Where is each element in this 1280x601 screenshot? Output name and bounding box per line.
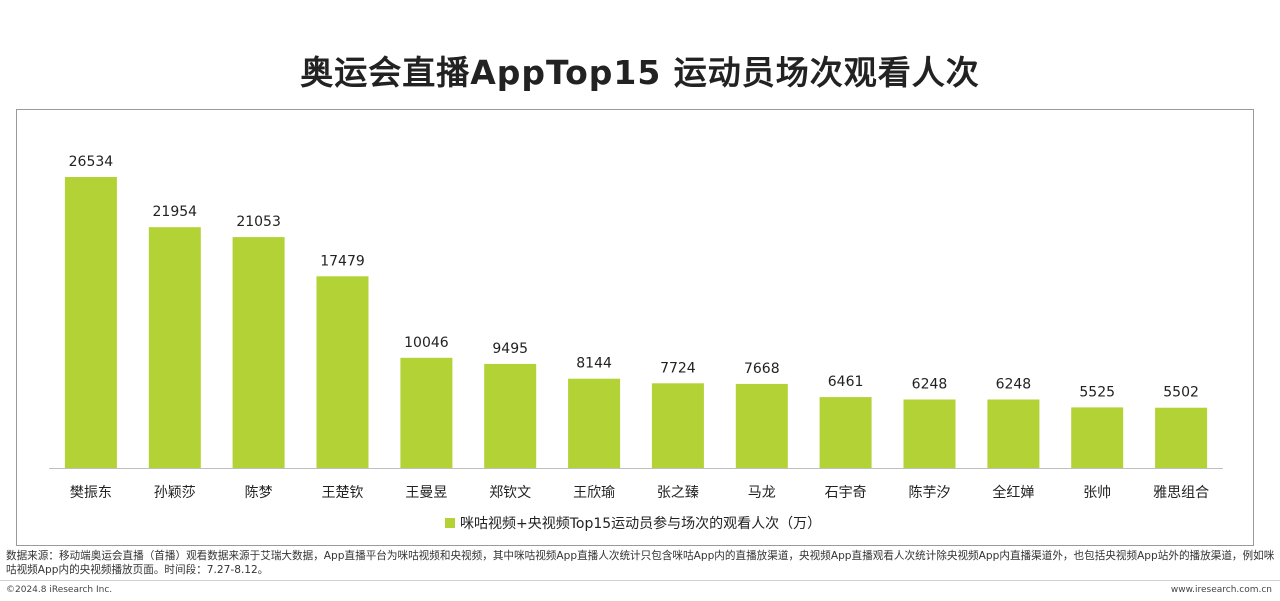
bar (400, 357, 453, 468)
data-label: 7668 (744, 361, 780, 377)
x-tick-label: 王楚钦 (322, 485, 364, 501)
data-label: 9495 (492, 341, 528, 357)
website-text: www.iresearch.com.cn (1170, 585, 1272, 595)
copyright-text: ©2024.8 iResearch Inc. (6, 585, 113, 595)
legend-swatch (445, 518, 455, 528)
chart-title: 奥运会直播AppTop15 运动员场次观看人次 (300, 53, 980, 92)
x-tick-label: 张之臻 (657, 485, 699, 501)
data-label: 6248 (996, 377, 1032, 393)
x-tick-label: 全红婵 (992, 484, 1034, 501)
bar (148, 227, 201, 468)
x-tick-label: 陈芋汐 (909, 484, 951, 501)
bar (484, 363, 537, 468)
x-tick-label: 马龙 (748, 485, 776, 501)
x-tick-label: 郑钦文 (489, 485, 531, 501)
data-label: 21053 (236, 214, 281, 230)
data-source-note: 数据来源：移动端奥运会直播（首播）观看数据来源于艾瑞大数据，App直播平台为咪咕… (6, 550, 1275, 576)
data-label: 7724 (660, 360, 696, 376)
legend: 咪咕视频+央视频Top15运动员参与场次的观看人次（万） (445, 515, 821, 532)
bar-chart: 26534 樊振东 21954 孙颖莎 21053 陈梦 17479 王楚钦 10046 王曼昱 9… (49, 154, 1223, 532)
chart-frame: 26534 樊振东 21954 孙颖莎 21053 陈梦 17479 王楚钦 10046 王曼昱 9… (16, 109, 1254, 546)
x-tick-label: 石宇奇 (825, 484, 867, 501)
bar (735, 383, 788, 468)
x-tick-label: 张帅 (1083, 485, 1111, 501)
x-tick-label: 雅思组合 (1153, 485, 1209, 501)
bar (651, 383, 704, 468)
data-label: 10046 (404, 335, 449, 351)
data-label: 6461 (828, 374, 864, 390)
bar (1071, 407, 1124, 468)
bar (316, 276, 369, 468)
data-label: 5525 (1079, 384, 1115, 400)
bar (232, 237, 285, 468)
x-tick-label: 孙颖莎 (154, 485, 196, 501)
data-label: 5502 (1163, 385, 1199, 401)
bar (819, 397, 872, 468)
x-tick-label: 王欣瑜 (573, 485, 615, 501)
data-label: 8144 (576, 356, 612, 372)
legend-label: 咪咕视频+央视频Top15运动员参与场次的观看人次（万） (460, 515, 821, 532)
data-label: 17479 (320, 253, 365, 269)
footer-divider (0, 580, 1280, 581)
bar (64, 177, 117, 468)
x-tick-label: 陈梦 (245, 484, 273, 501)
x-tick-label: 樊振东 (70, 485, 112, 501)
data-label: 26534 (69, 154, 114, 170)
bar (1155, 407, 1208, 468)
bar (568, 378, 621, 468)
bar (903, 399, 956, 468)
data-label: 21954 (153, 204, 198, 220)
data-label: 6248 (912, 377, 948, 393)
bar (987, 399, 1040, 468)
x-tick-label: 王曼昱 (405, 485, 447, 501)
